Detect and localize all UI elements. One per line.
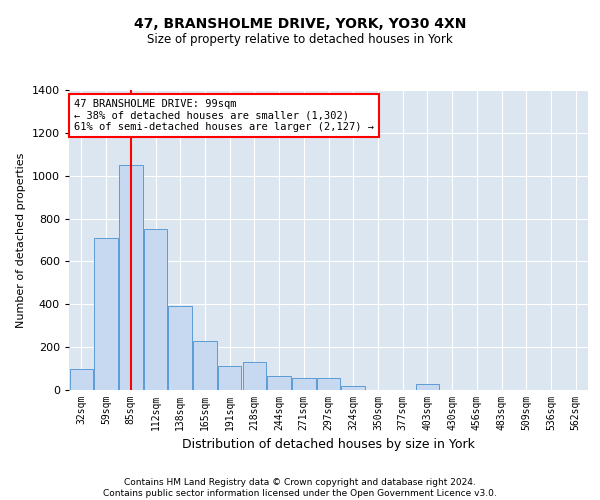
Bar: [317, 378, 340, 390]
Bar: [119, 165, 143, 390]
Text: 47 BRANSHOLME DRIVE: 99sqm
← 38% of detached houses are smaller (1,302)
61% of s: 47 BRANSHOLME DRIVE: 99sqm ← 38% of deta…: [74, 99, 374, 132]
Y-axis label: Number of detached properties: Number of detached properties: [16, 152, 26, 328]
Text: Contains HM Land Registry data © Crown copyright and database right 2024.
Contai: Contains HM Land Registry data © Crown c…: [103, 478, 497, 498]
Text: 47, BRANSHOLME DRIVE, YORK, YO30 4XN: 47, BRANSHOLME DRIVE, YORK, YO30 4XN: [134, 18, 466, 32]
Bar: [268, 376, 291, 390]
Bar: [218, 366, 241, 390]
Bar: [94, 238, 118, 390]
Bar: [144, 230, 167, 390]
X-axis label: Distribution of detached houses by size in York: Distribution of detached houses by size …: [182, 438, 475, 452]
Bar: [416, 384, 439, 390]
Text: Size of property relative to detached houses in York: Size of property relative to detached ho…: [147, 32, 453, 46]
Bar: [169, 306, 192, 390]
Bar: [292, 378, 316, 390]
Bar: [242, 362, 266, 390]
Bar: [341, 386, 365, 390]
Bar: [70, 368, 93, 390]
Bar: [193, 340, 217, 390]
